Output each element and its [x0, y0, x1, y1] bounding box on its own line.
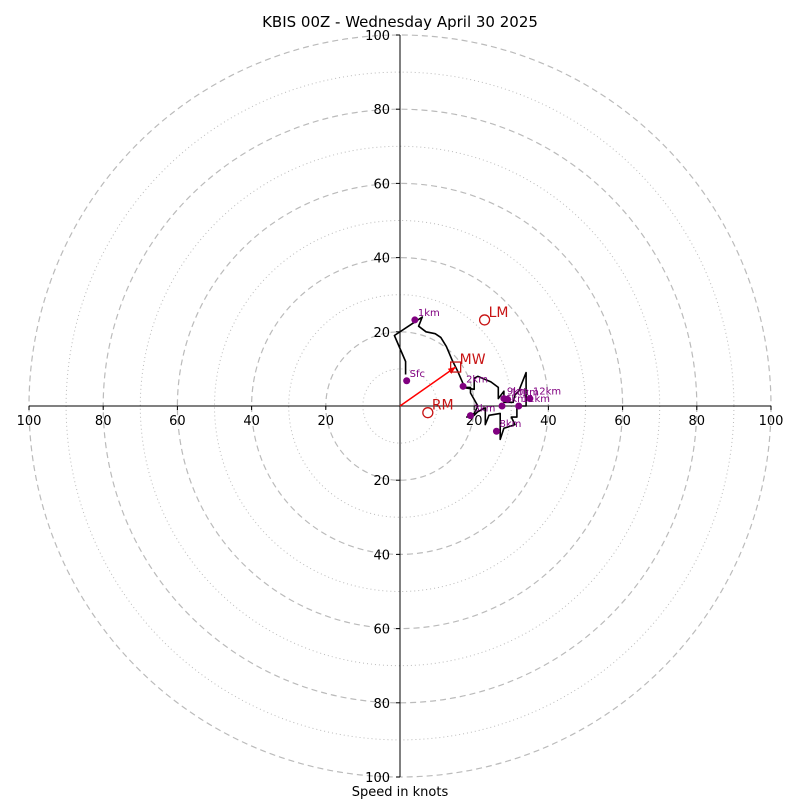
x-tick-label: 40 [540, 414, 557, 429]
y-tick-label: 60 [373, 623, 390, 638]
height-marker-label: 9km [507, 387, 529, 398]
height-marker [492, 427, 500, 435]
x-tick-label: 20 [318, 414, 335, 429]
height-marker [515, 402, 523, 410]
y-tick-label: 60 [373, 177, 390, 192]
storm-motion-label: RM [432, 398, 454, 414]
storm-motion-label: LM [489, 305, 509, 321]
mean-wind-vector [399, 366, 457, 407]
height-marker-label: 10km [511, 387, 539, 398]
height-marker [498, 402, 506, 410]
height-marker-label: 6km [505, 394, 527, 405]
height-marker [411, 316, 419, 324]
x-tick-label: 80 [689, 414, 706, 429]
height-marker-label: 3km [473, 404, 495, 415]
y-tick-label: 100 [365, 771, 390, 786]
height-marker [459, 382, 467, 390]
trace-layer [393, 316, 527, 441]
height-marker-label: 8km [499, 419, 521, 430]
height-marker-label: 1km [418, 308, 440, 319]
storm-motion-marker [478, 314, 491, 326]
x-tick-label: 60 [169, 414, 186, 429]
mean-wind-arrowhead [447, 367, 456, 374]
chart-title: KBIS 00Z - Wednesday April 30 2025 [262, 13, 538, 31]
y-tick-label: 40 [373, 548, 390, 563]
height-marker-label: 12km [533, 387, 561, 398]
y-tick-label: 20 [373, 326, 390, 341]
y-tick-label: 80 [373, 697, 390, 712]
x-tick-label: 100 [759, 414, 784, 429]
hodograph-trace [393, 316, 527, 441]
height-marker-label: Sfc [410, 369, 425, 380]
x-tick-label: 60 [614, 414, 631, 429]
height-marker [403, 377, 411, 385]
height-marker [504, 395, 512, 403]
x-axis-label: Speed in knots [352, 785, 449, 800]
height-marker [466, 412, 474, 420]
storm-motion-marker [422, 407, 434, 419]
height-marker [526, 395, 534, 403]
height-marker-label: 2km [466, 374, 488, 385]
storm-motion-label: MW [460, 352, 486, 368]
height-marker-label: 11km [522, 394, 550, 405]
y-tick-label: 20 [373, 474, 390, 489]
storm-motion-marker [449, 361, 462, 373]
y-tick-label: 100 [365, 29, 390, 44]
x-tick-label: 40 [243, 414, 260, 429]
storm-motion-layer: LM MW RM [399, 305, 509, 419]
x-tick-label: 80 [95, 414, 112, 429]
y-tick-label: 40 [373, 252, 390, 267]
x-tick-label: 100 [17, 414, 42, 429]
y-tick-label: 80 [373, 103, 390, 118]
